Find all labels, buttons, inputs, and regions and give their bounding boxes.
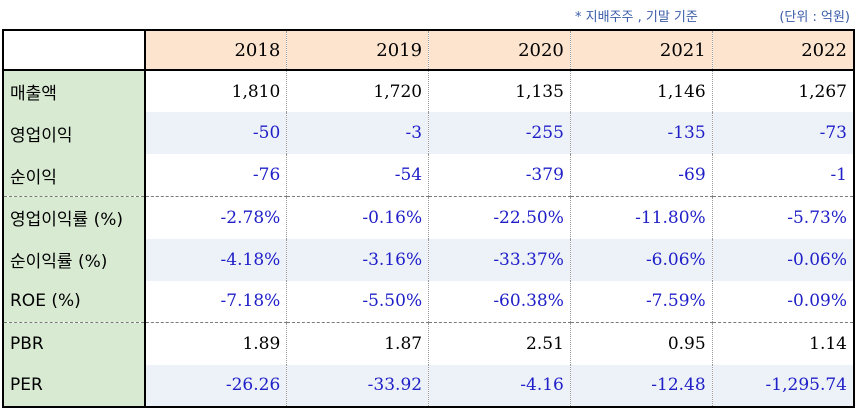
table-cell: 1,135 [428,70,571,113]
table-cell: -379 [428,154,571,197]
table-cell: -1,295.74 [711,364,854,407]
table-cell: -5.50% [286,280,429,324]
row-label: PER [3,364,146,407]
table-cell: -0.09% [711,280,854,324]
table-cell: 1,720 [286,70,429,113]
table-cell: -7.59% [569,280,713,324]
table-cell: -33.92 [286,364,429,407]
header-year: 2022 [711,30,854,71]
basis-note: * 지배주주 , 기말 기준 [575,10,698,25]
header-corner-cell [3,30,146,71]
table-cell: -3.16% [286,238,429,281]
table-row: ROE (%) -7.18% -5.50% -60.38% -7.59% -0.… [3,280,854,324]
table-cell: 1,810 [144,70,287,113]
header-year: 2019 [286,30,429,71]
table-row: PER -26.26 -33.92 -4.16 -12.48 -1,295.74 [3,364,854,407]
table-cell: -135 [569,112,713,155]
table-cell: -7.18% [144,280,287,324]
row-label: PBR [3,322,146,365]
table-cell: -33.37% [428,238,571,281]
table-cell: -22.50% [428,196,571,239]
table-cell: -26.26 [144,364,287,407]
table-cell: -60.38% [428,280,571,324]
table-cell: -6.06% [569,238,713,281]
row-label: 매출액 [3,70,146,113]
table-cell: -4.16 [428,364,571,407]
table-cell: 2.51 [428,322,571,365]
table-cell: 0.95 [569,322,713,365]
header-year: 2021 [569,30,713,71]
table-row: 매출액 1,810 1,720 1,135 1,146 1,267 [3,70,854,113]
table-row: 영업이익률 (%) -2.78% -0.16% -22.50% -11.80% … [3,196,854,239]
table-cell: -0.06% [711,238,854,281]
table-cell: -5.73% [711,196,854,239]
table-cell: -69 [569,154,713,197]
table-cell: 1.89 [144,322,287,365]
table-cell: -255 [428,112,571,155]
row-label: 순이익 [3,154,146,197]
table-cell: -1 [711,154,854,197]
table-cell: -0.16% [286,196,429,239]
table-cell: 1,146 [569,70,713,113]
unit-note: (단위 : 억원) [779,10,850,25]
row-label: ROE (%) [3,280,146,324]
table-cell: -50 [144,112,287,155]
table-row: PBR 1.89 1.87 2.51 0.95 1.14 [3,322,854,365]
financial-table: 2018 2019 2020 2021 2022 매출액 1,810 1,720… [2,29,855,408]
table-cell: -73 [711,112,854,155]
table-cell: -4.18% [144,238,287,281]
table-cell: -76 [144,154,287,197]
table-cell: -12.48 [569,364,713,407]
table-cell: 1.14 [711,322,854,365]
header-year: 2018 [144,30,287,71]
table-cell: -3 [286,112,429,155]
table-row: 순이익 -76 -54 -379 -69 -1 [3,154,854,197]
table-cell: -2.78% [144,196,287,239]
row-label: 영업이익률 (%) [3,196,146,239]
table-row: 영업이익 -50 -3 -255 -135 -73 [3,112,854,155]
header-row: 2018 2019 2020 2021 2022 [3,30,854,71]
table-cell: 1,267 [711,70,854,113]
row-label: 영업이익 [3,112,146,155]
row-label: 순이익률 (%) [3,238,146,281]
header-year: 2020 [428,30,571,71]
table-cell: -11.80% [569,196,713,239]
table-cell: 1.87 [286,322,429,365]
table-cell: -54 [286,154,429,197]
table-row: 순이익률 (%) -4.18% -3.16% -33.37% -6.06% -0… [3,238,854,281]
